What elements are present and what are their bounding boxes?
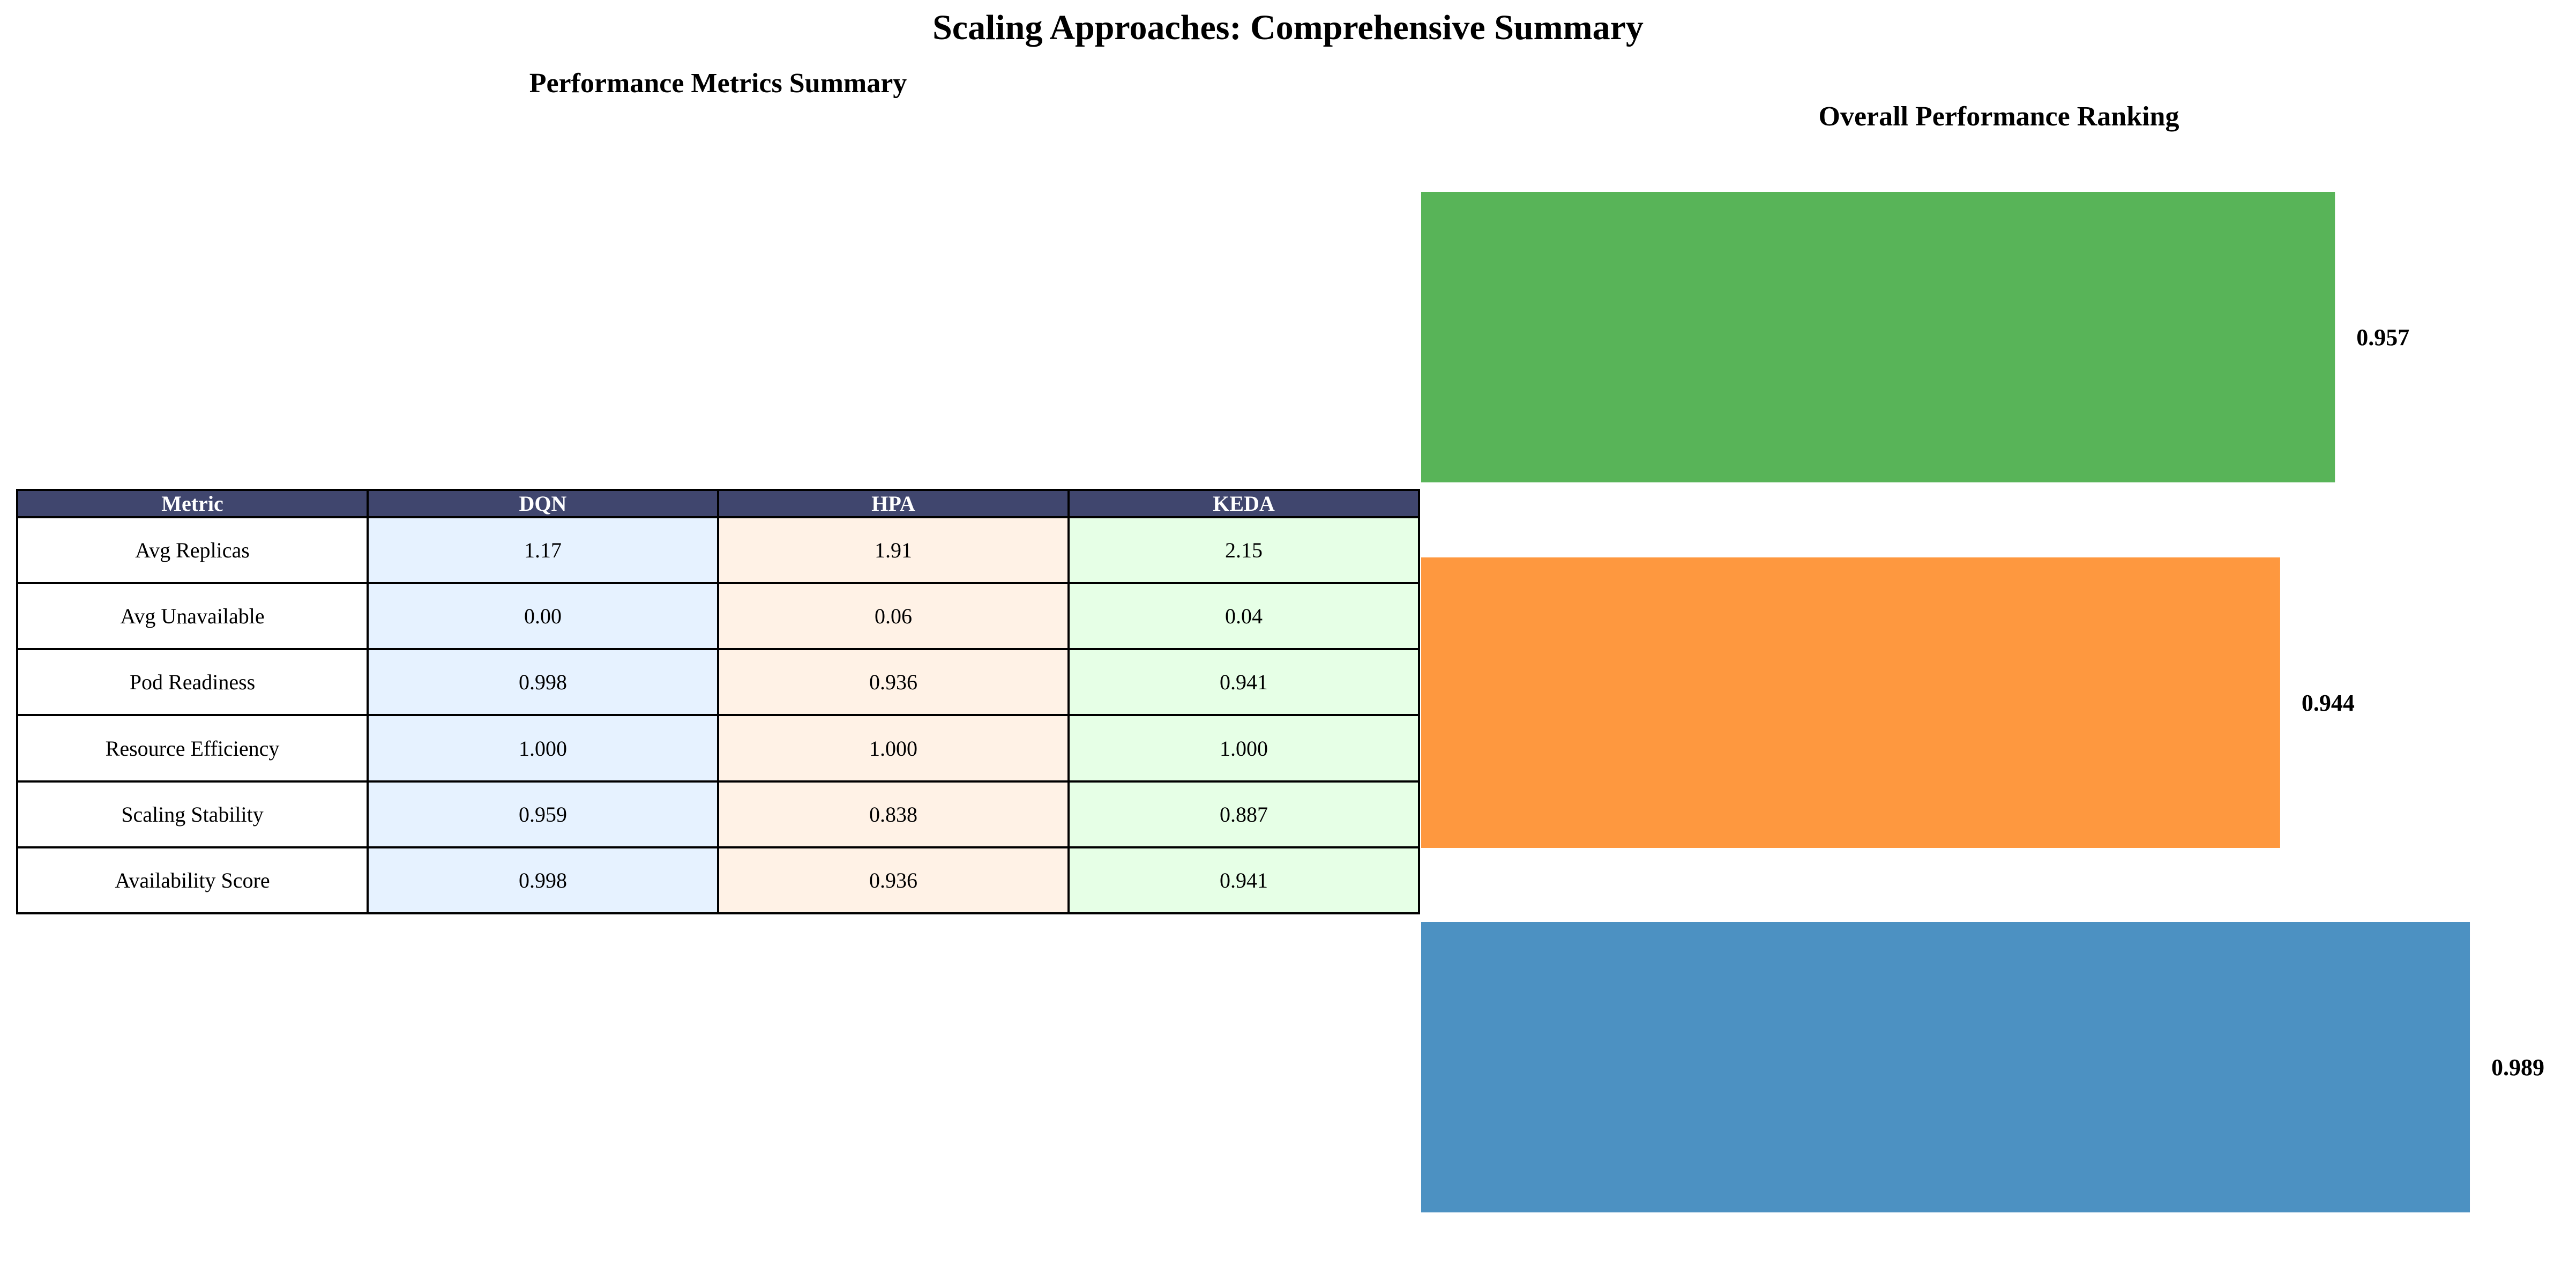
table-row: Avg Replicas 1.17 1.91 2.15: [16, 516, 1420, 585]
table-cell: 0.941: [1067, 846, 1420, 915]
table-row: Pod Readiness 0.998 0.936 0.941: [16, 648, 1420, 717]
table-cell: Pod Readiness: [16, 648, 369, 717]
ranking-bar: [1421, 922, 2470, 1212]
bar-value-label: 0.957: [2356, 324, 2409, 351]
table-cell: 0.06: [717, 582, 1070, 651]
table-cell: 0.941: [1067, 648, 1420, 717]
table-header-row: Metric DQN HPA KEDA: [16, 489, 1420, 518]
table-cell: 0.998: [367, 846, 719, 915]
header-metric: Metric: [16, 489, 369, 518]
ranking-bar: [1421, 557, 2280, 848]
table-cell: 2.15: [1067, 516, 1420, 585]
table-cell: 0.936: [717, 648, 1070, 717]
table-cell: 0.00: [367, 582, 719, 651]
metrics-table: Metric DQN HPA KEDA Avg Replicas 1.17 1.…: [16, 489, 1420, 915]
table-cell: Avg Unavailable: [16, 582, 369, 651]
table-cell: 1.000: [367, 714, 719, 783]
header-hpa: HPA: [717, 489, 1070, 518]
table-cell: 1.000: [717, 714, 1070, 783]
table-cell: 0.838: [717, 780, 1070, 848]
table-cell: Scaling Stability: [16, 780, 369, 848]
table-row: Scaling Stability 0.959 0.838 0.887: [16, 780, 1420, 848]
table-cell: 1.000: [1067, 714, 1420, 783]
bar-value-label: 0.989: [2491, 1054, 2544, 1081]
table-cell: Availability Score: [16, 846, 369, 915]
ranking-bar: [1421, 192, 2335, 482]
table-row: Availability Score 0.998 0.936 0.941: [16, 846, 1420, 915]
table-cell: 0.936: [717, 846, 1070, 915]
table-title: Performance Metrics Summary: [529, 68, 907, 99]
table-cell: 0.04: [1067, 582, 1420, 651]
table-cell: Avg Replicas: [16, 516, 369, 585]
table-row: Resource Efficiency 1.000 1.000 1.000: [16, 714, 1420, 783]
header-keda: KEDA: [1067, 489, 1420, 518]
table-cell: 0.887: [1067, 780, 1420, 848]
figure-title: Scaling Approaches: Comprehensive Summar…: [932, 8, 1644, 47]
ranking-chart-title: Overall Performance Ranking: [1818, 101, 2179, 132]
table-cell: 1.17: [367, 516, 719, 585]
table-cell: 0.959: [367, 780, 719, 848]
bar-value-label: 0.944: [2302, 690, 2355, 716]
header-dqn: DQN: [367, 489, 719, 518]
table-cell: 0.998: [367, 648, 719, 717]
table-cell: Resource Efficiency: [16, 714, 369, 783]
table-cell: 1.91: [717, 516, 1070, 585]
table-row: Avg Unavailable 0.00 0.06 0.04: [16, 582, 1420, 651]
